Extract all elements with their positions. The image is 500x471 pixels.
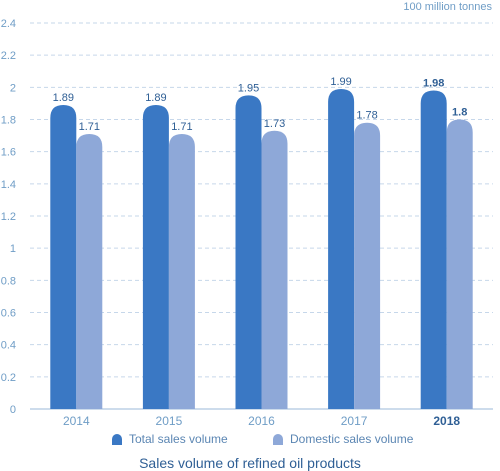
- bar-domestic: [446, 119, 473, 409]
- y-tick-label: 1.6: [1, 147, 16, 159]
- y-tick-label: 0: [10, 404, 16, 416]
- y-tick-label: 0.2: [1, 372, 16, 384]
- legend-swatch-total: [112, 433, 122, 445]
- x-tick-label: 2016: [248, 414, 275, 428]
- chart-title: Sales volume of refined oil products: [139, 455, 361, 471]
- value-label-total: 1.89: [53, 92, 74, 104]
- x-tick-label: 2014: [63, 414, 90, 428]
- y-tick-label: 1.2: [1, 211, 16, 223]
- y-tick-label: 1.8: [1, 115, 16, 127]
- legend-item-domestic: Domestic sales volume: [273, 432, 413, 446]
- bar-total: [328, 88, 355, 410]
- bar-domestic: [261, 130, 288, 409]
- value-label-domestic: 1.78: [356, 110, 377, 122]
- value-label-total: 1.95: [238, 82, 259, 94]
- bar-total: [142, 105, 169, 410]
- value-label-total: 1.89: [145, 92, 166, 104]
- y-tick-label: 1: [10, 243, 16, 255]
- legend-label-domestic: Domestic sales volume: [290, 432, 414, 446]
- value-label-domestic: 1.71: [171, 121, 192, 133]
- y-tick-label: 0.4: [1, 340, 16, 352]
- value-label-total: 1.99: [330, 76, 351, 88]
- bar-total: [420, 90, 447, 410]
- bar-domestic: [76, 133, 103, 409]
- y-tick-label: 2: [10, 82, 16, 94]
- value-label-domestic: 1.73: [264, 118, 285, 130]
- x-tick-label: 2015: [156, 414, 183, 428]
- unit-label: 100 million tonnes: [403, 1, 492, 13]
- value-label-domestic: 1.71: [79, 121, 100, 133]
- value-label-domestic: 1.8: [452, 107, 467, 119]
- y-tick-label: 0.6: [1, 308, 16, 320]
- bar-total: [50, 105, 77, 410]
- legend-swatch-domestic: [273, 433, 283, 445]
- legend-label-total: Total sales volume: [129, 432, 228, 446]
- x-tick-label: 2017: [341, 414, 368, 428]
- y-tick-label: 2.4: [1, 18, 16, 30]
- bar-total: [235, 95, 262, 409]
- y-tick-label: 1.4: [1, 179, 16, 191]
- x-tick-label: 2018: [433, 414, 460, 428]
- y-tick-label: 0.8: [1, 275, 16, 287]
- value-label-total: 1.98: [423, 78, 444, 90]
- bar-domestic: [168, 133, 195, 409]
- y-tick-label: 2.2: [1, 50, 16, 62]
- legend-item-total: Total sales volume: [112, 432, 228, 446]
- legend: Total sales volume Domestic sales volume: [0, 432, 500, 448]
- bar-domestic: [354, 122, 381, 409]
